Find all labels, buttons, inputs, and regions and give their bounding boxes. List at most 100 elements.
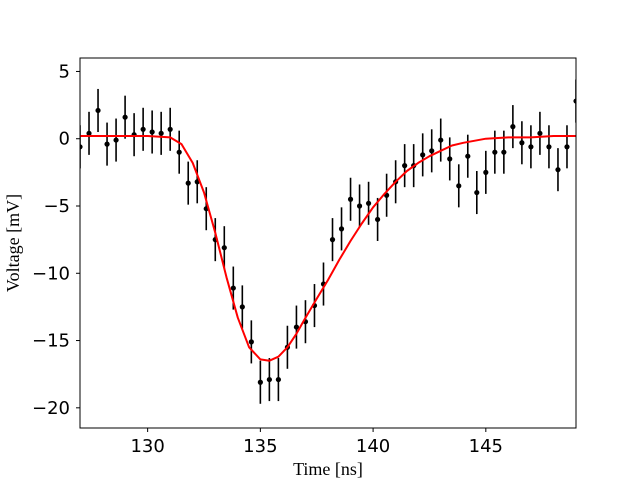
point-marker bbox=[140, 126, 146, 132]
x-axis: 130 135 140 145 bbox=[130, 428, 503, 457]
y-tick-label: −5 bbox=[43, 196, 70, 217]
point-marker bbox=[185, 180, 191, 186]
point-marker bbox=[176, 149, 182, 155]
data-point bbox=[275, 358, 281, 402]
data-point bbox=[365, 181, 372, 225]
point-marker bbox=[158, 130, 164, 136]
point-marker bbox=[230, 285, 236, 291]
point-marker bbox=[266, 376, 272, 383]
point-marker bbox=[248, 339, 254, 345]
point-marker bbox=[122, 114, 128, 120]
fit-curve bbox=[80, 135, 576, 362]
data-point bbox=[248, 320, 254, 364]
data-point bbox=[483, 150, 489, 194]
fit-curve-layer bbox=[80, 135, 576, 362]
data-point bbox=[546, 125, 552, 169]
data-point bbox=[158, 111, 164, 155]
data-point bbox=[293, 305, 300, 349]
point-marker bbox=[483, 169, 489, 175]
x-tick-label: 130 bbox=[130, 436, 164, 457]
x-tick-label: 135 bbox=[243, 436, 277, 457]
data-point bbox=[384, 173, 390, 217]
plot-frame bbox=[79, 57, 577, 429]
data-point bbox=[564, 125, 570, 169]
data-point bbox=[519, 121, 525, 165]
data-point bbox=[338, 207, 345, 251]
point-marker bbox=[528, 144, 534, 150]
point-marker bbox=[510, 124, 516, 130]
data-point bbox=[95, 88, 101, 132]
point-marker bbox=[492, 149, 498, 155]
point-marker bbox=[555, 167, 561, 173]
data-point bbox=[528, 125, 534, 169]
data-point bbox=[221, 226, 227, 270]
y-tick-label: 0 bbox=[59, 129, 70, 150]
data-point bbox=[429, 129, 435, 173]
data-point bbox=[104, 122, 110, 166]
data-point bbox=[329, 218, 336, 262]
data-point bbox=[131, 113, 137, 157]
point-marker bbox=[293, 324, 300, 330]
data-point bbox=[402, 144, 408, 188]
y-tick-label: −15 bbox=[32, 331, 70, 352]
data-point bbox=[80, 125, 83, 169]
data-point bbox=[555, 148, 561, 192]
point-marker bbox=[239, 304, 245, 310]
point-marker bbox=[447, 156, 453, 162]
point-marker bbox=[80, 144, 83, 150]
x-tick-label: 145 bbox=[469, 436, 503, 457]
point-marker bbox=[537, 130, 543, 136]
data-point bbox=[149, 110, 155, 154]
point-marker bbox=[519, 140, 525, 146]
data-point bbox=[86, 111, 92, 155]
point-marker bbox=[402, 163, 408, 169]
point-marker bbox=[104, 141, 110, 147]
y-tick-label: 5 bbox=[59, 61, 70, 82]
data-points bbox=[80, 79, 576, 404]
data-point bbox=[356, 184, 363, 228]
point-marker bbox=[429, 148, 435, 154]
point-marker bbox=[546, 144, 552, 150]
point-marker bbox=[149, 129, 155, 135]
data-point bbox=[347, 177, 354, 221]
point-marker bbox=[329, 237, 336, 243]
y-axis-label: Voltage [mV] bbox=[3, 194, 23, 292]
y-tick-label: −10 bbox=[32, 263, 70, 284]
point-marker bbox=[465, 153, 471, 159]
data-point bbox=[573, 79, 576, 123]
point-marker bbox=[438, 137, 444, 143]
point-marker bbox=[501, 149, 507, 155]
point-marker bbox=[221, 245, 227, 251]
point-marker bbox=[257, 379, 263, 385]
point-marker bbox=[113, 137, 119, 143]
x-tick-label: 140 bbox=[356, 436, 390, 457]
data-point bbox=[537, 111, 543, 155]
data-point bbox=[447, 137, 453, 181]
data-point bbox=[375, 197, 381, 241]
data-point bbox=[438, 118, 444, 162]
data-point bbox=[176, 130, 182, 174]
data-point bbox=[122, 95, 128, 139]
point-marker bbox=[375, 216, 381, 223]
point-marker bbox=[275, 376, 281, 383]
point-marker bbox=[86, 130, 92, 136]
point-marker bbox=[456, 183, 462, 189]
data-point bbox=[185, 161, 191, 205]
point-marker bbox=[167, 126, 173, 132]
point-marker bbox=[338, 226, 345, 232]
data-point bbox=[140, 107, 146, 151]
data-point bbox=[113, 118, 119, 162]
data-point bbox=[257, 360, 263, 404]
point-marker bbox=[347, 196, 354, 202]
data-point bbox=[266, 358, 272, 402]
y-tick-label: −20 bbox=[32, 398, 70, 419]
data-point bbox=[456, 164, 462, 208]
point-marker bbox=[564, 144, 570, 150]
data-point bbox=[167, 107, 173, 151]
point-marker bbox=[356, 203, 363, 209]
y-axis: 5 0 −5 −10 −15 −20 bbox=[32, 61, 80, 419]
data-point bbox=[474, 171, 480, 215]
x-axis-label: Time [ns] bbox=[293, 459, 363, 479]
data-point bbox=[420, 133, 426, 177]
